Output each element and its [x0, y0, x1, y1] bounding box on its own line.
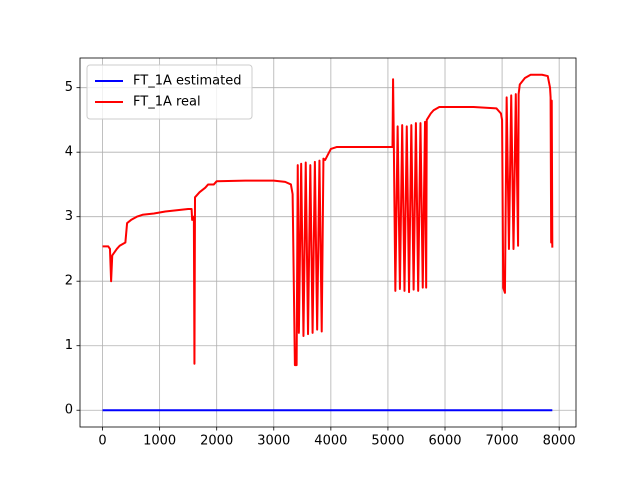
x-tick-label: 7000: [486, 434, 519, 449]
legend-box: [86, 64, 253, 120]
y-tick-label: 1: [65, 338, 73, 353]
x-tick-label: 8000: [543, 434, 576, 449]
legend-label: FT_1A real: [133, 95, 201, 110]
series-line: [102, 73, 554, 367]
x-tick-label: 0: [98, 434, 106, 449]
legend-label: FT_1A estimated: [133, 74, 241, 89]
x-tick-label: 3000: [257, 434, 290, 449]
x-tick-label: 6000: [428, 434, 461, 449]
y-tick-label: 2: [65, 274, 73, 289]
y-tick-label: 3: [65, 209, 73, 224]
y-tick-label: 4: [65, 145, 73, 160]
x-tick-label: 4000: [314, 434, 347, 449]
x-tick-label: 5000: [371, 434, 404, 449]
axes-frame: [79, 57, 577, 428]
y-tick-label: 5: [65, 80, 73, 95]
x-tick-label: 2000: [200, 434, 233, 449]
x-tick-label: 1000: [143, 434, 176, 449]
y-tick-label: 0: [65, 403, 73, 418]
